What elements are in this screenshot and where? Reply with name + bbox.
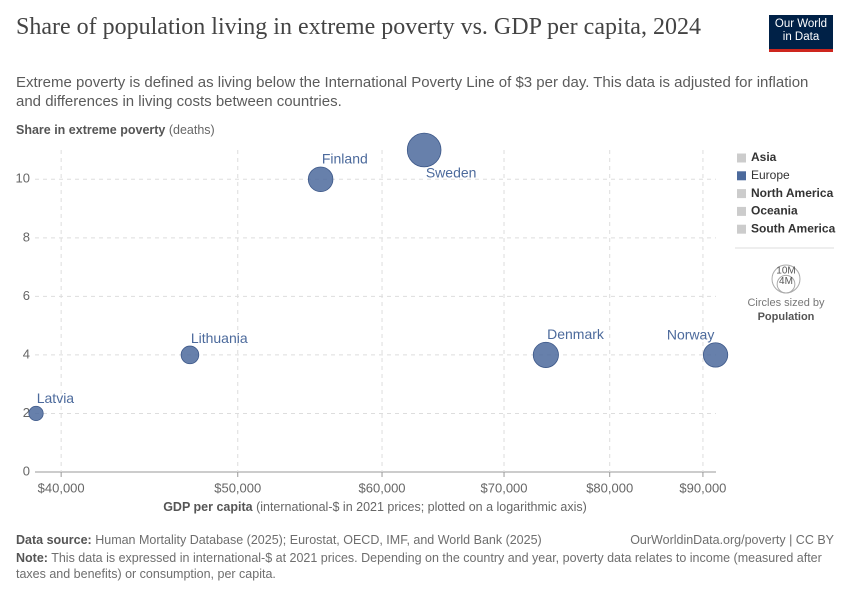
- legend-swatch: [737, 206, 746, 216]
- point-label: Lithuania: [191, 330, 248, 346]
- source: Data source: Human Mortality Database (2…: [16, 532, 542, 548]
- size-legend-label: 10M: [776, 266, 795, 277]
- y-tick-label: 6: [23, 288, 30, 303]
- logo-line: in Data: [782, 31, 820, 43]
- x-tick-label: $40,000: [38, 480, 85, 495]
- x-tick-label: $90,000: [679, 480, 726, 495]
- license-link[interactable]: OurWorldinData.org/poverty | CC BY: [630, 533, 834, 547]
- bubble: [532, 341, 559, 368]
- y-axis-label-unit: (deaths): [169, 123, 215, 137]
- legend-label: Asia: [751, 150, 777, 164]
- x-tick-label: $80,000: [586, 480, 633, 495]
- bubble: [180, 345, 200, 365]
- size-legend-variable: Population: [758, 311, 815, 323]
- bubble: [28, 405, 44, 422]
- logo-line: Our World: [774, 18, 828, 30]
- source-text: Human Mortality Database (2025); Eurosta…: [95, 533, 542, 547]
- x-axis-label-unit: (international-$ in 2021 prices; plotted…: [256, 500, 587, 514]
- x-axis-label: GDP per capita (international-$ in 2021 …: [163, 500, 587, 514]
- subtitle: Extreme poverty is defined as living bel…: [16, 74, 809, 110]
- legend-swatch: [737, 153, 746, 163]
- point-label: Finland: [322, 151, 368, 167]
- legend-swatch: [737, 171, 746, 181]
- footer: Data source: Human Mortality Database (2…: [16, 532, 834, 582]
- bubble: [702, 342, 729, 368]
- x-tick-label: $60,000: [359, 480, 406, 495]
- legend-label: South America: [751, 221, 836, 235]
- point-label: Denmark: [547, 326, 605, 342]
- size-legend-caption: Circles sized by: [747, 297, 825, 309]
- y-tick-label: 4: [23, 346, 30, 361]
- legend-label: North America: [751, 186, 834, 200]
- y-axis-label: Share in extreme poverty (deaths): [16, 123, 215, 137]
- legend-label: Europe: [751, 168, 790, 182]
- y-tick-label: 8: [23, 229, 30, 244]
- legend-label: Oceania: [751, 204, 798, 218]
- bubble: [406, 132, 442, 168]
- source-label: Data source:: [16, 533, 92, 547]
- y-axis-label-main: Share in extreme poverty: [16, 123, 165, 137]
- y-tick-label: 10: [16, 171, 30, 186]
- note-label: Note:: [16, 551, 48, 565]
- size-legend-label: 4M: [779, 276, 793, 287]
- x-tick-label: $70,000: [481, 480, 528, 495]
- legend-swatch: [737, 224, 746, 234]
- point-label: Latvia: [37, 390, 75, 406]
- note: Note: This data is expressed in internat…: [16, 550, 834, 582]
- logo[interactable]: Our World in Data: [769, 15, 833, 52]
- legend-swatch: [737, 189, 746, 199]
- y-tick-label: 2: [23, 405, 30, 420]
- chart: Share in extreme poverty (deaths) GDP pe…: [16, 123, 836, 514]
- x-axis-label-main: GDP per capita: [163, 500, 253, 514]
- point-label: Norway: [667, 326, 714, 342]
- bubble: [307, 166, 334, 192]
- point-label: Sweden: [426, 165, 477, 181]
- title: Share of population living in extreme po…: [16, 14, 701, 40]
- size-legend-circle: [776, 274, 796, 294]
- note-text: This data is expressed in international-…: [16, 551, 822, 581]
- y-tick-label: 0: [23, 463, 30, 478]
- x-tick-label: $50,000: [214, 480, 261, 495]
- footer-row: Data source: Human Mortality Database (2…: [16, 532, 834, 548]
